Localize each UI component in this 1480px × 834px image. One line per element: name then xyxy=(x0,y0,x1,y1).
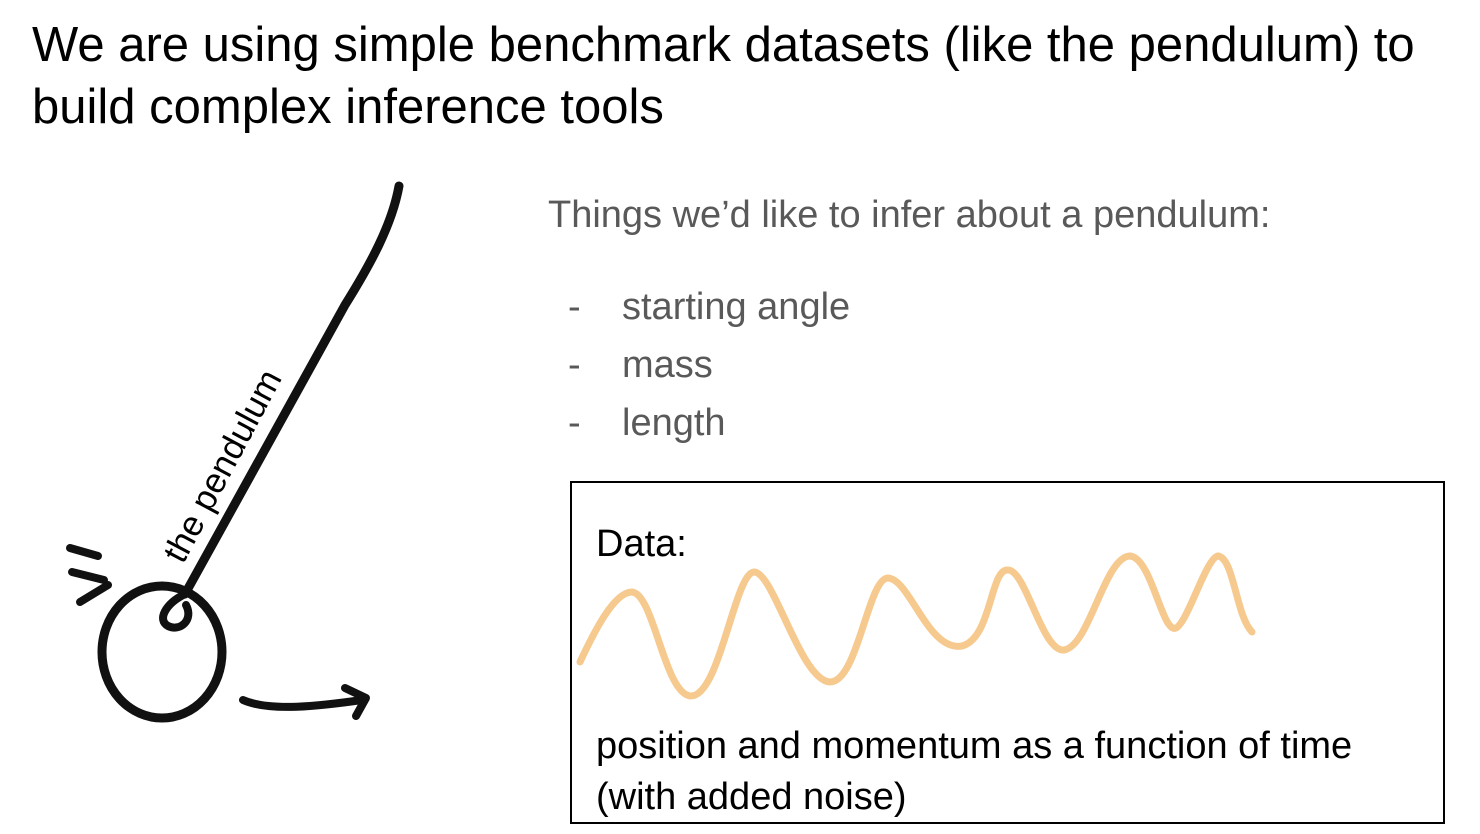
motion-line-1 xyxy=(66,544,102,560)
slide-title: We are using simple benchmark datasets (… xyxy=(32,18,1415,134)
list-item-text: mass xyxy=(622,344,713,386)
bullet-dash: - xyxy=(568,286,581,328)
list-item-text: length xyxy=(622,402,726,444)
motion-line-2 xyxy=(68,568,108,584)
data-label: Data: xyxy=(596,523,687,565)
motion-line-3 xyxy=(76,581,112,606)
pendulum-bob xyxy=(97,581,227,723)
wave-path xyxy=(576,552,1256,700)
list-item: - starting angle xyxy=(568,278,850,336)
bullet-dash: - xyxy=(568,402,581,444)
pendulum-pivot-curl xyxy=(159,590,193,632)
pendulum-rod xyxy=(180,181,404,599)
data-caption: position and momentum as a function of t… xyxy=(596,725,1353,818)
pendulum-sketch: the pendulum xyxy=(66,181,404,723)
bullet-dash: - xyxy=(568,344,581,386)
list-item: - mass xyxy=(568,336,850,394)
list-item: - length xyxy=(568,394,850,452)
list-item-text: starting angle xyxy=(622,286,851,328)
pendulum-label: the pendulum xyxy=(156,363,290,569)
data-box: Data: position and momentum as a functio… xyxy=(570,481,1445,824)
infer-heading: Things we’d like to infer about a pendul… xyxy=(548,194,1271,236)
infer-list: - starting angle - mass - length xyxy=(568,278,850,452)
noisy-oscillation-wave xyxy=(576,552,1256,700)
motion-arrowhead xyxy=(341,684,370,720)
motion-arrow xyxy=(239,696,366,711)
